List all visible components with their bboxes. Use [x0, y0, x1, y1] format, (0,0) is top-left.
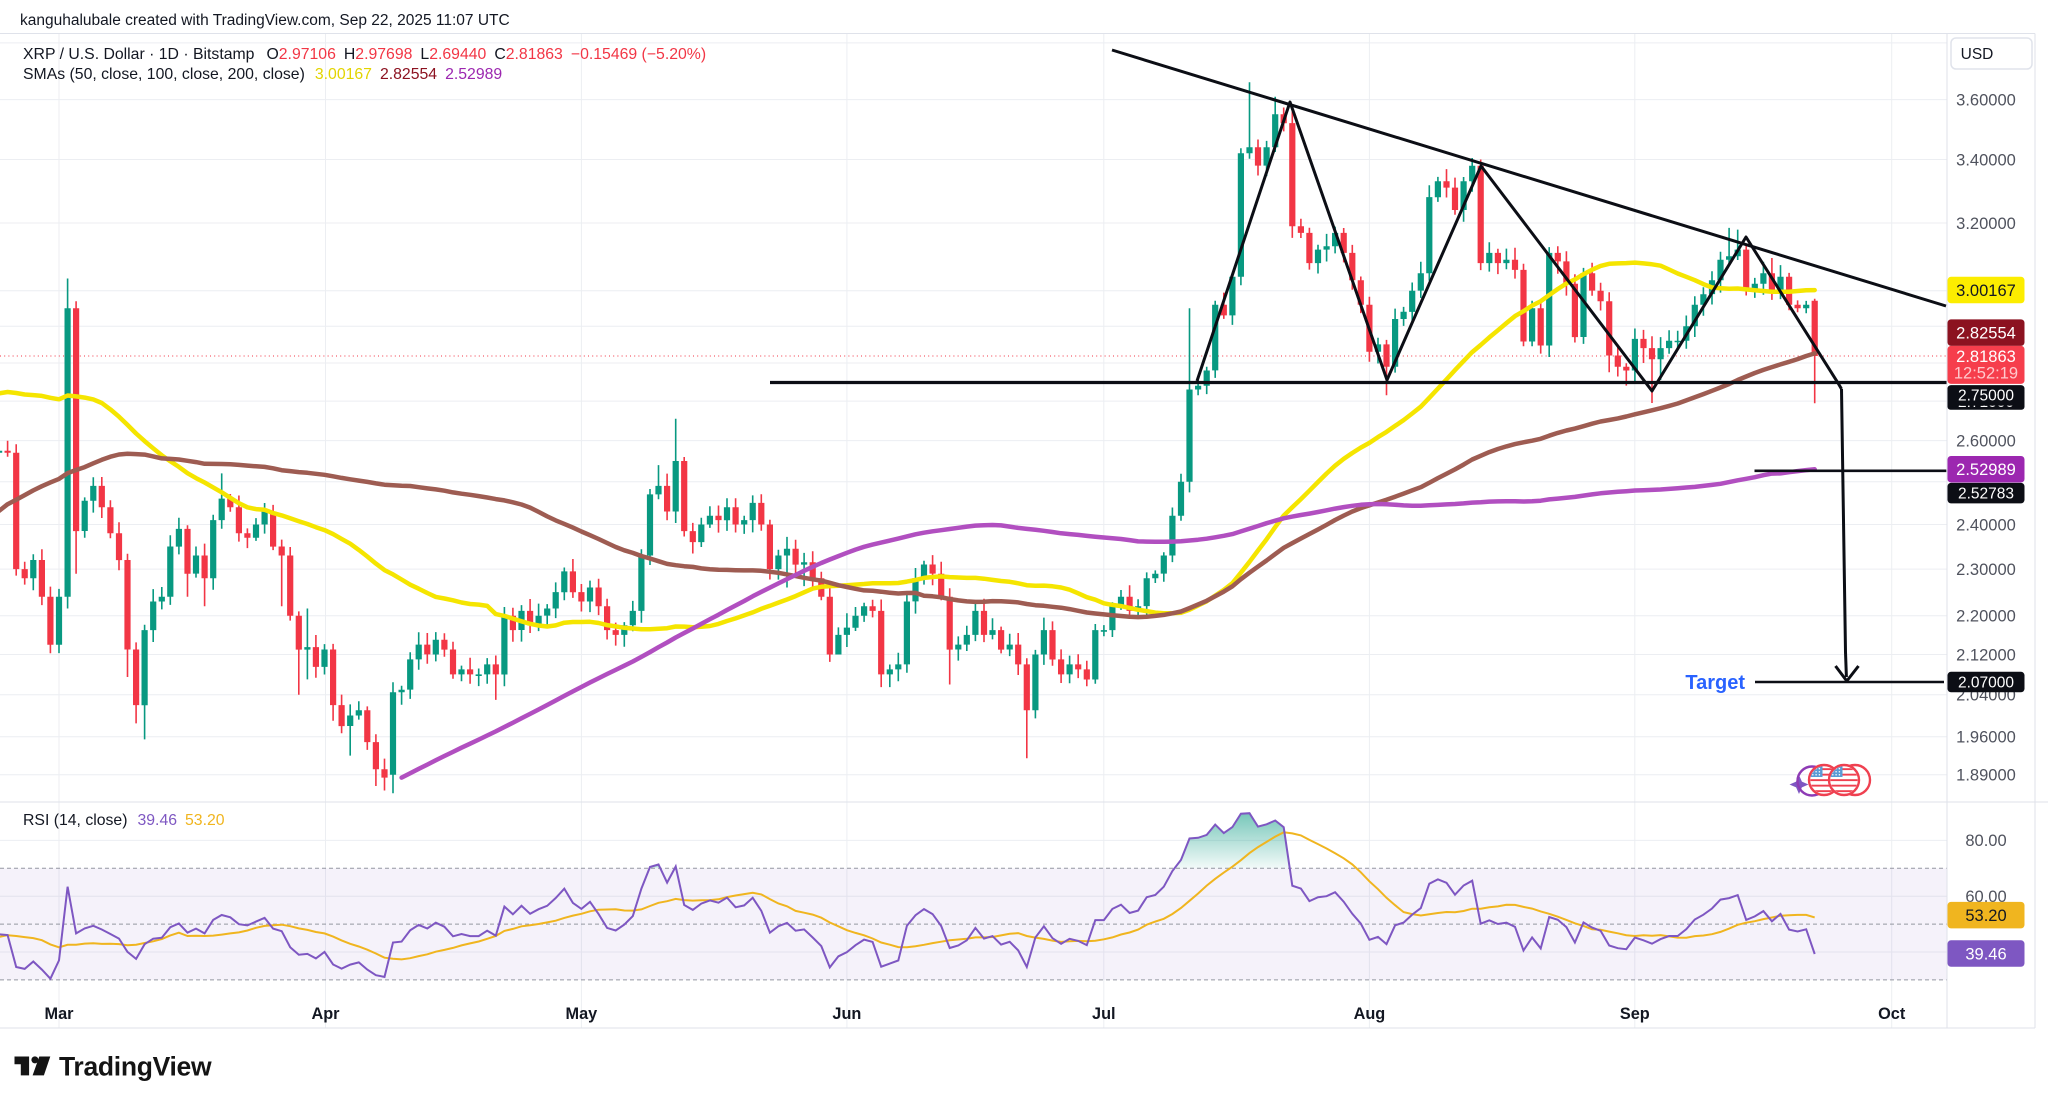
- svg-text:2.60000: 2.60000: [1956, 432, 2016, 450]
- svg-text:Oct: Oct: [1878, 1005, 1906, 1023]
- svg-text:3.20000: 3.20000: [1956, 215, 2016, 233]
- svg-text:2.75000: 2.75000: [1958, 388, 2014, 405]
- svg-text:2.81863: 2.81863: [1956, 348, 2016, 366]
- svg-text:2.82554: 2.82554: [1956, 324, 2016, 342]
- svg-text:2.20000: 2.20000: [1956, 607, 2016, 625]
- svg-text:Apr: Apr: [311, 1005, 340, 1023]
- svg-text:May: May: [566, 1005, 598, 1023]
- svg-text:3.40000: 3.40000: [1956, 151, 2016, 169]
- svg-text:12:52:19: 12:52:19: [1954, 365, 2018, 383]
- svg-text:2.30000: 2.30000: [1956, 561, 2016, 579]
- svg-text:80.00: 80.00: [1965, 832, 2006, 850]
- svg-text:39.46: 39.46: [1965, 945, 2006, 963]
- svg-text:2.12000: 2.12000: [1956, 646, 2016, 664]
- svg-text:Jul: Jul: [1092, 1005, 1116, 1023]
- svg-text:USD: USD: [1961, 46, 1994, 63]
- svg-text:XRP / U.S. Dollar · 1D · Bitst: XRP / U.S. Dollar · 1D · Bitstamp O2.9710…: [23, 46, 706, 63]
- svg-text:2.40000: 2.40000: [1956, 516, 2016, 534]
- svg-text:3.60000: 3.60000: [1956, 91, 2016, 109]
- svg-text:2.52783: 2.52783: [1958, 486, 2014, 503]
- svg-text:Sep: Sep: [1620, 1005, 1650, 1023]
- svg-text:SMAs (50, close, 100, close, 2: SMAs (50, close, 100, close, 200, close)…: [23, 66, 502, 83]
- svg-text:3.00167: 3.00167: [1956, 282, 2016, 300]
- svg-text:TradingView: TradingView: [59, 1052, 212, 1082]
- svg-text:Mar: Mar: [45, 1005, 75, 1023]
- svg-text:Aug: Aug: [1354, 1005, 1386, 1023]
- svg-text:60.00: 60.00: [1965, 888, 2006, 906]
- svg-text:2.07000: 2.07000: [1958, 674, 2014, 691]
- svg-text:1.96000: 1.96000: [1956, 729, 2016, 747]
- svg-text:2.52989: 2.52989: [1956, 461, 2016, 479]
- svg-text:kanguhalubale created with Tra: kanguhalubale created with TradingView.c…: [20, 12, 510, 29]
- svg-text:Jun: Jun: [832, 1005, 861, 1023]
- svg-text:Target: Target: [1685, 672, 1745, 694]
- svg-text:1.89000: 1.89000: [1956, 767, 2016, 785]
- svg-text:53.20: 53.20: [1965, 907, 2006, 925]
